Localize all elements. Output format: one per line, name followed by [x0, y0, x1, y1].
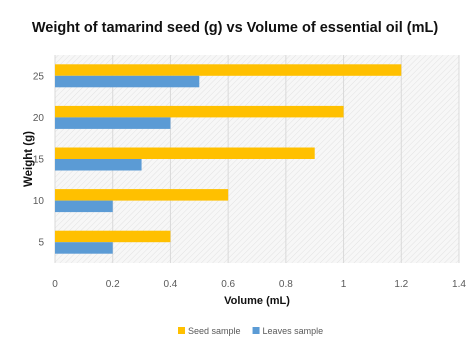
seed-bar — [55, 64, 402, 76]
y-tick-label: 5 — [38, 238, 44, 249]
leaves-bar — [55, 117, 171, 129]
leaves-bar — [55, 75, 200, 88]
seed-bar — [55, 230, 171, 243]
legend-label: Seed sample — [188, 326, 241, 336]
leaves-bar — [55, 200, 113, 213]
x-tick-label: 0 — [52, 279, 58, 290]
leaves-bar — [55, 159, 142, 171]
x-tick-label: 0.4 — [163, 279, 177, 290]
x-tick-label: 1.2 — [394, 279, 408, 290]
y-tick-labels: 5 10 15 20 25 — [33, 71, 45, 248]
x-tick-label: 0.6 — [221, 279, 235, 290]
x-tick-label: 0.8 — [279, 279, 293, 290]
legend-swatch — [178, 327, 185, 334]
x-tick-label: 1.4 — [452, 279, 466, 290]
y-tick-label: 25 — [33, 71, 45, 82]
legend-label: Leaves sample — [263, 326, 324, 336]
bars — [55, 64, 402, 254]
seed-bar — [55, 147, 315, 159]
seed-bar — [55, 105, 344, 118]
seed-bar — [55, 189, 229, 201]
x-tick-labels: 0 0.2 0.4 0.6 0.8 1 1.2 1.4 — [52, 279, 466, 290]
legend: Seed sample Leaves sample — [178, 326, 323, 336]
y-axis-label: Weight (g) — [23, 131, 35, 187]
y-tick-label: 10 — [33, 196, 45, 207]
chart-title: Weight of tamarind seed (g) vs Volume of… — [31, 20, 439, 36]
y-tick-label: 20 — [33, 113, 45, 124]
leaves-bar — [55, 242, 113, 254]
x-axis-label: Volume (mL) — [224, 295, 290, 307]
legend-swatch — [252, 327, 260, 334]
x-tick-label: 0.2 — [106, 279, 120, 290]
x-tick-label: 1 — [341, 279, 347, 290]
y-tick-label: 15 — [33, 155, 45, 166]
